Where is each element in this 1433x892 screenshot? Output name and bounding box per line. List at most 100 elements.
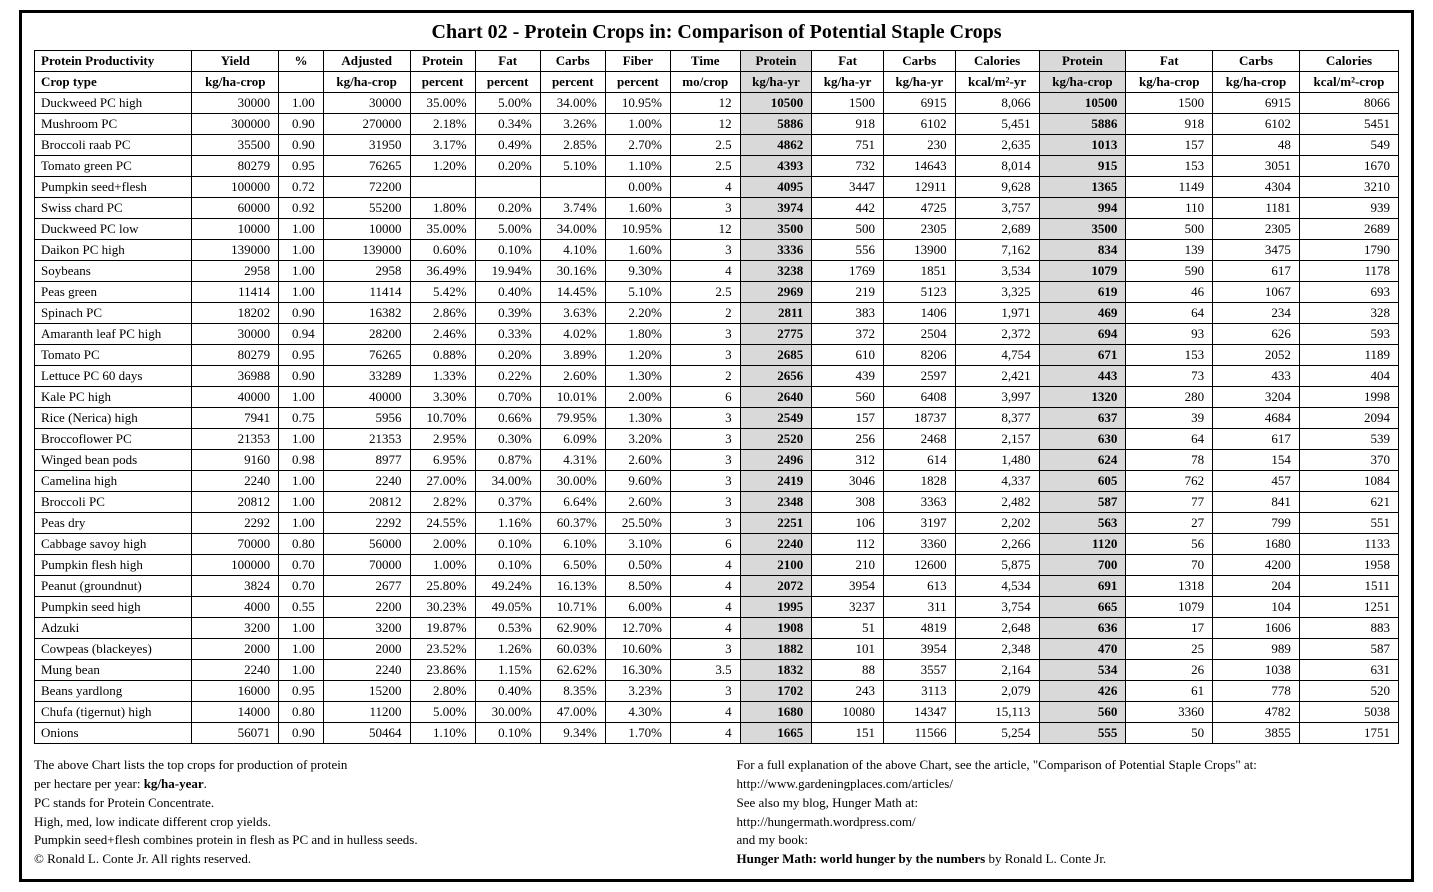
data-cell: 778 bbox=[1213, 681, 1300, 702]
data-cell: 989 bbox=[1213, 639, 1300, 660]
data-cell: 2.60% bbox=[605, 450, 670, 471]
crop-name-cell: Duckweed PC low bbox=[35, 219, 192, 240]
data-cell: 1.30% bbox=[605, 408, 670, 429]
data-cell: 2958 bbox=[323, 261, 410, 282]
data-cell: 35500 bbox=[192, 135, 279, 156]
data-cell: 1318 bbox=[1126, 576, 1213, 597]
data-cell: 4 bbox=[670, 702, 740, 723]
data-cell: 1.33% bbox=[410, 366, 475, 387]
data-cell: 3824 bbox=[192, 576, 279, 597]
data-cell: 3500 bbox=[1039, 219, 1126, 240]
data-cell: 426 bbox=[1039, 681, 1126, 702]
data-cell: 50464 bbox=[323, 723, 410, 744]
data-cell: 72200 bbox=[323, 177, 410, 198]
data-cell: 3.26% bbox=[540, 114, 605, 135]
table-row: Broccoli raab PC355000.90319503.17%0.49%… bbox=[35, 135, 1399, 156]
column-header: Carbs bbox=[1213, 51, 1300, 72]
data-cell: 35.00% bbox=[410, 219, 475, 240]
data-cell: 6.64% bbox=[540, 492, 605, 513]
data-cell: 3,325 bbox=[955, 282, 1039, 303]
data-cell: 1.60% bbox=[605, 240, 670, 261]
data-cell: 0.80 bbox=[279, 534, 324, 555]
data-cell: 1882 bbox=[740, 639, 812, 660]
data-cell: 4 bbox=[670, 723, 740, 744]
data-cell: 2,421 bbox=[955, 366, 1039, 387]
column-header: Carbs bbox=[883, 51, 955, 72]
data-cell: 16382 bbox=[323, 303, 410, 324]
data-cell: 8,377 bbox=[955, 408, 1039, 429]
data-cell: 11200 bbox=[323, 702, 410, 723]
data-cell: 555 bbox=[1039, 723, 1126, 744]
data-cell: 2,164 bbox=[955, 660, 1039, 681]
data-cell: 64 bbox=[1126, 429, 1213, 450]
data-cell: 10.70% bbox=[410, 408, 475, 429]
data-cell: 0.00% bbox=[605, 177, 670, 198]
crop-name-cell: Pumpkin flesh high bbox=[35, 555, 192, 576]
data-cell: 2969 bbox=[740, 282, 812, 303]
data-cell: 16000 bbox=[192, 681, 279, 702]
data-cell: 605 bbox=[1039, 471, 1126, 492]
data-cell: 5.10% bbox=[605, 282, 670, 303]
data-cell: 2240 bbox=[323, 660, 410, 681]
table-row: Mushroom PC3000000.902700002.18%0.34%3.2… bbox=[35, 114, 1399, 135]
data-cell: 4 bbox=[670, 597, 740, 618]
data-cell: 4684 bbox=[1213, 408, 1300, 429]
data-cell: 2.00% bbox=[605, 387, 670, 408]
data-cell: 1.00 bbox=[279, 618, 324, 639]
column-header: kg/ha-yr bbox=[740, 72, 812, 93]
data-cell: 0.66% bbox=[475, 408, 540, 429]
crop-name-cell: Pumpkin seed+flesh bbox=[35, 177, 192, 198]
data-cell: 665 bbox=[1039, 597, 1126, 618]
data-cell: 3.5 bbox=[670, 660, 740, 681]
data-cell: 1.00 bbox=[279, 240, 324, 261]
data-cell: 1.00 bbox=[279, 513, 324, 534]
table-row: Daikon PC high1390001.001390000.60%0.10%… bbox=[35, 240, 1399, 261]
data-cell: 139 bbox=[1126, 240, 1213, 261]
data-cell: 112 bbox=[812, 534, 884, 555]
data-cell: 590 bbox=[1126, 261, 1213, 282]
data-cell: 3051 bbox=[1213, 156, 1300, 177]
crop-name-cell: Duckweed PC high bbox=[35, 93, 192, 114]
data-cell: 2240 bbox=[323, 471, 410, 492]
data-cell: 442 bbox=[812, 198, 884, 219]
data-cell: 5956 bbox=[323, 408, 410, 429]
data-cell: 2240 bbox=[740, 534, 812, 555]
data-cell: 7,162 bbox=[955, 240, 1039, 261]
crop-name-cell: Broccoflower PC bbox=[35, 429, 192, 450]
data-cell: 2.82% bbox=[410, 492, 475, 513]
data-cell: 630 bbox=[1039, 429, 1126, 450]
crop-name-cell: Amaranth leaf PC high bbox=[35, 324, 192, 345]
column-header: % bbox=[279, 51, 324, 72]
data-cell: 694 bbox=[1039, 324, 1126, 345]
data-cell: 2 bbox=[670, 366, 740, 387]
data-cell: 30.00% bbox=[475, 702, 540, 723]
data-cell: 4725 bbox=[883, 198, 955, 219]
data-cell: 883 bbox=[1299, 618, 1398, 639]
data-cell: 48 bbox=[1213, 135, 1300, 156]
column-header: Protein bbox=[1039, 51, 1126, 72]
data-cell: 1.80% bbox=[410, 198, 475, 219]
data-cell: 2000 bbox=[192, 639, 279, 660]
data-cell: 614 bbox=[883, 450, 955, 471]
data-cell: 104 bbox=[1213, 597, 1300, 618]
crop-name-cell: Onions bbox=[35, 723, 192, 744]
data-cell: 230 bbox=[883, 135, 955, 156]
data-cell: 1.10% bbox=[410, 723, 475, 744]
data-cell: 14347 bbox=[883, 702, 955, 723]
data-cell: 25 bbox=[1126, 639, 1213, 660]
table-row: Lettuce PC 60 days369880.90332891.33%0.2… bbox=[35, 366, 1399, 387]
data-cell: 100000 bbox=[192, 555, 279, 576]
data-cell: 93 bbox=[1126, 324, 1213, 345]
data-cell: 637 bbox=[1039, 408, 1126, 429]
data-cell: 0.70% bbox=[475, 387, 540, 408]
footer-line: http://hungermath.wordpress.com/ bbox=[737, 813, 1400, 832]
data-cell: 1.00 bbox=[279, 387, 324, 408]
data-cell: 1.80% bbox=[605, 324, 670, 345]
data-cell: 1908 bbox=[740, 618, 812, 639]
data-cell: 0.90 bbox=[279, 135, 324, 156]
data-cell: 30000 bbox=[192, 93, 279, 114]
data-cell: 3 bbox=[670, 681, 740, 702]
data-cell: 2656 bbox=[740, 366, 812, 387]
data-cell: 2 bbox=[670, 303, 740, 324]
data-cell: 10000 bbox=[323, 219, 410, 240]
